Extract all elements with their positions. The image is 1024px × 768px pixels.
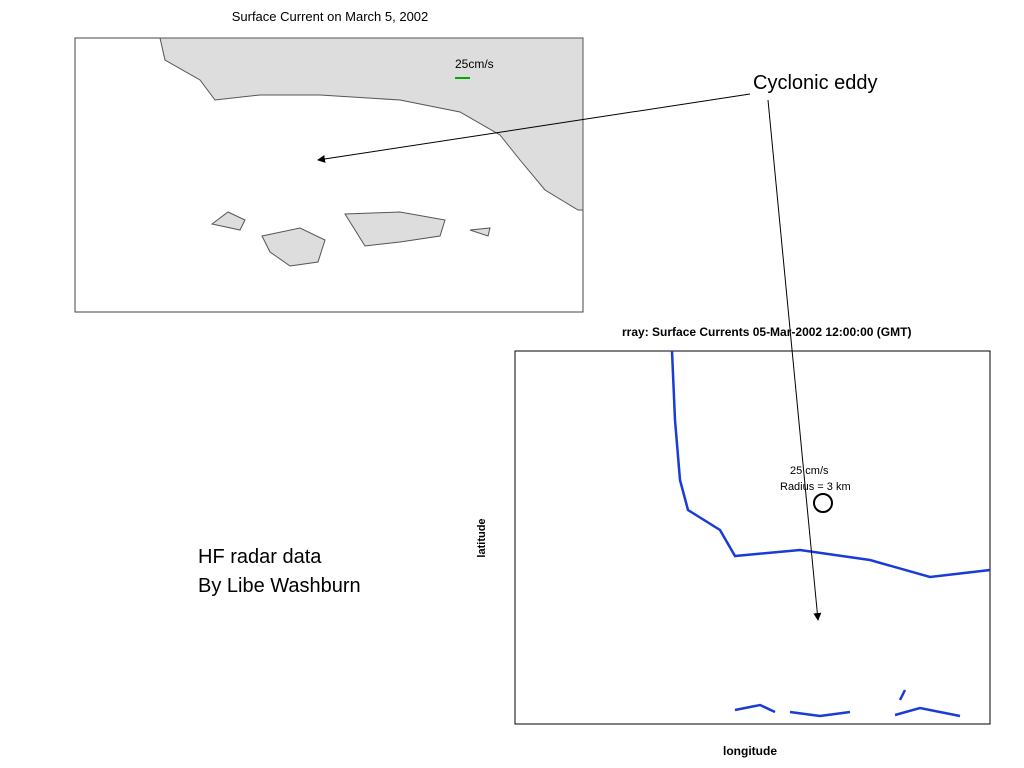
x-axis-label: longitude xyxy=(723,744,777,758)
arrow xyxy=(767,99,822,621)
right-title: rray: Surface Currents 05-Mar-2002 12:00… xyxy=(622,325,911,339)
arrow xyxy=(317,93,751,163)
coastline xyxy=(670,350,991,579)
right-map: rray: Surface Currents 05-Mar-2002 12:00… xyxy=(476,325,991,758)
annotation: Cyclonic eddy xyxy=(753,72,878,94)
coast xyxy=(159,37,584,211)
right-frame xyxy=(514,350,991,725)
island xyxy=(344,211,446,247)
y-axis-label: latitude xyxy=(476,518,488,557)
left-title: Surface Current on March 5, 2002 xyxy=(232,9,429,24)
island xyxy=(469,227,491,237)
radius-circle xyxy=(813,493,833,513)
island xyxy=(210,211,246,231)
island xyxy=(261,227,326,267)
scale-label: 25cm/s xyxy=(455,57,494,71)
credit-line: By Libe Washburn xyxy=(198,575,361,597)
left-map: Surface Current on March 5, 2002 25cm/s xyxy=(74,9,584,313)
island-coast xyxy=(734,689,961,718)
scale-label: 25 cm/s xyxy=(790,465,829,477)
radius-label: Radius = 3 km xyxy=(780,481,851,493)
credit-line: HF radar data xyxy=(198,546,322,568)
